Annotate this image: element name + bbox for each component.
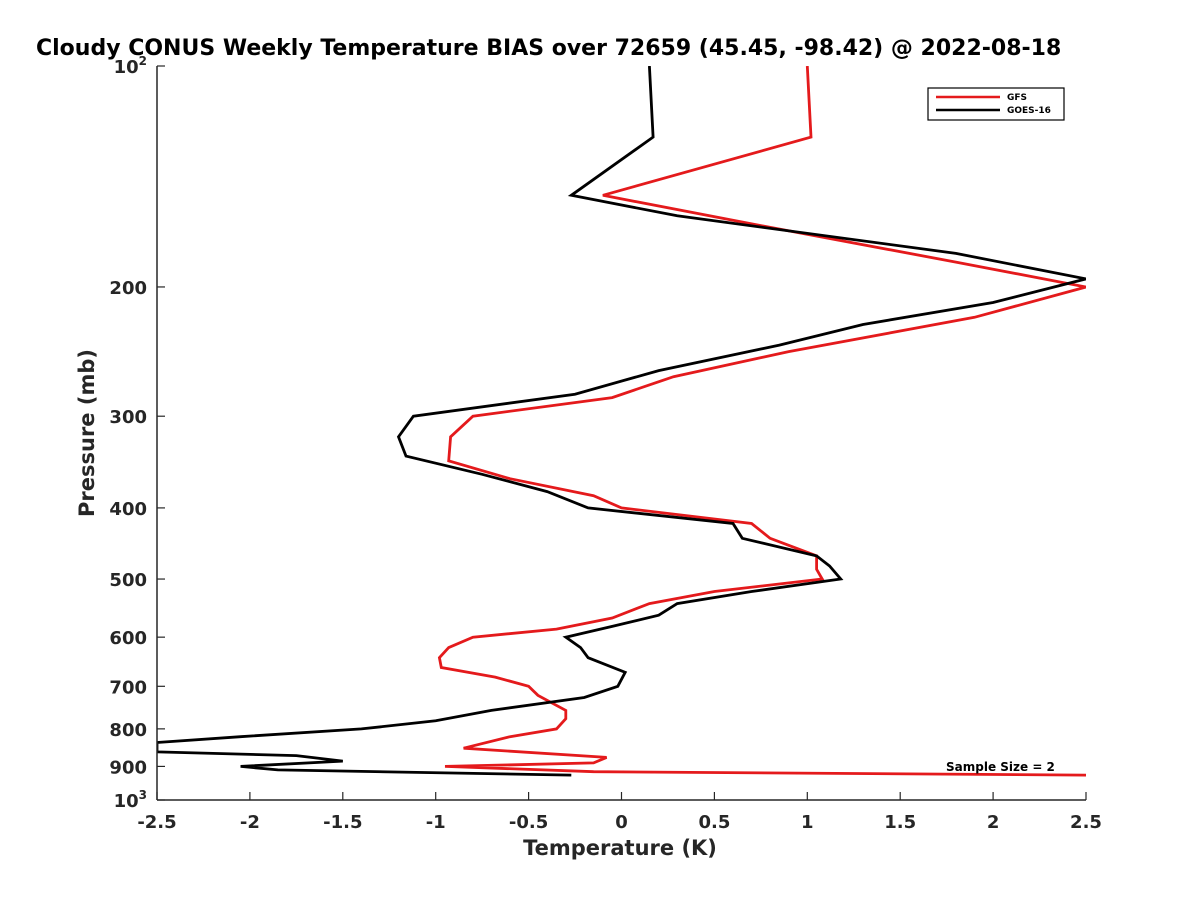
legend-label-gfs: GFS (1007, 93, 1027, 103)
y-axis-label: Pressure (mb) (75, 349, 99, 517)
x-tick-label: 1.5 (884, 812, 916, 833)
y-tick-label: 700 (109, 677, 147, 698)
x-tick-label: -1 (426, 812, 446, 833)
legend-label-goes-16: GOES-16 (1007, 106, 1051, 116)
x-tick-label: 0.5 (698, 812, 730, 833)
plot-background (157, 66, 1086, 800)
series-line-gfs (437, 66, 1086, 777)
x-axis-label: Temperature (K) (523, 836, 717, 860)
y-tick-label: 800 (109, 720, 147, 741)
plot-area: -2.5 -2 -1.5 -1 -0.5 0 0.5 1 1.5 2 2.5 102 200 300 40… (109, 54, 1102, 833)
x-tick-label: -2 (240, 812, 260, 833)
x-tick-label: 0 (615, 812, 628, 833)
x-tick-label: 1 (801, 812, 814, 833)
y-ticks: 102 200 300 400 500 600 700 800 900 103 (109, 54, 165, 812)
chart-title: Cloudy CONUS Weekly Temperature BIAS ove… (36, 36, 1061, 61)
x-tick-label: 2 (987, 812, 1000, 833)
x-ticks: -2.5 -2 -1.5 -1 -0.5 0 0.5 1 1.5 2 2.5 (137, 792, 1102, 833)
x-tick-label: -0.5 (509, 812, 548, 833)
sample-size-annotation: Sample Size = 2 (946, 760, 1055, 774)
x-tick-label: -1.5 (323, 812, 362, 833)
legend-box (927, 87, 1065, 121)
y-tick-label: 200 (109, 278, 147, 299)
y-tick-label: 103 (114, 788, 147, 812)
y-tick-label: 900 (109, 757, 147, 778)
y-tick-label: 600 (109, 628, 147, 649)
y-tick-label: 400 (109, 499, 147, 520)
legend: GFS GOES-16 (927, 87, 1065, 121)
y-tick-label: 500 (109, 570, 147, 591)
x-tick-label: 2.5 (1070, 812, 1102, 833)
x-tick-label: -2.5 (137, 812, 176, 833)
y-tick-label: 300 (109, 407, 147, 428)
y-tick-label: 102 (114, 54, 147, 78)
series-line-goes-16 (157, 66, 1086, 777)
series-layer (157, 66, 1086, 777)
